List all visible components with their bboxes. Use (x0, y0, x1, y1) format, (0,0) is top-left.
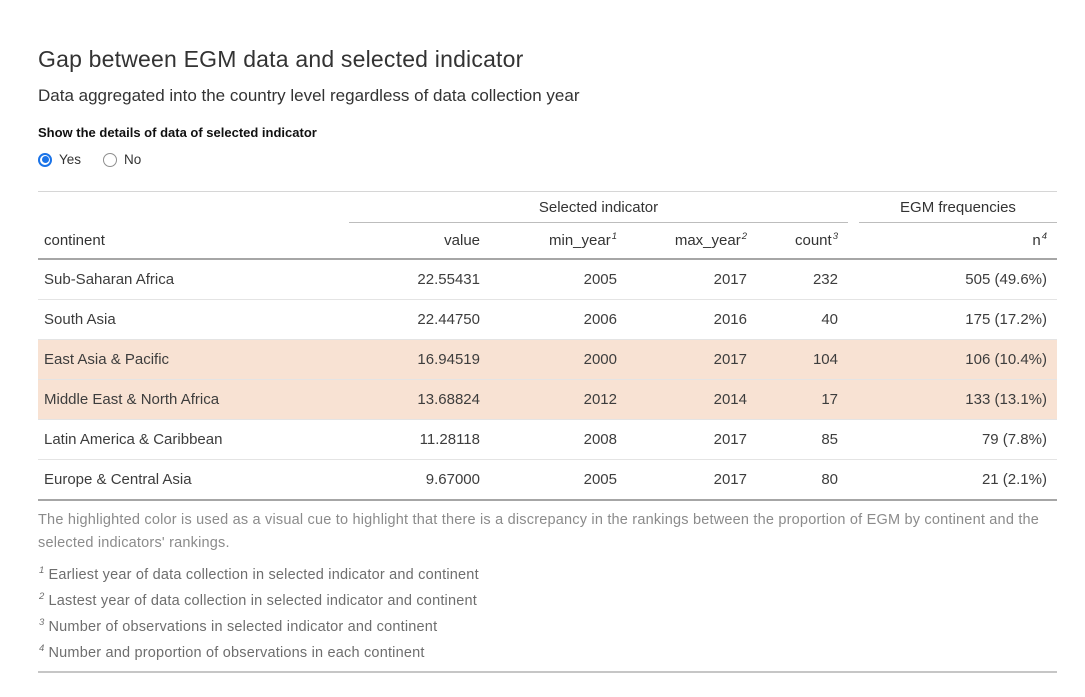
cell-value: 9.67000 (349, 459, 490, 501)
radio-button-no-icon[interactable] (103, 152, 118, 167)
footnote-mark-4: 4 (39, 643, 45, 655)
footnote-text: Number and proportion of observations in… (48, 644, 425, 661)
column-header-max-year: max_year2 (627, 223, 757, 260)
table-row: South Asia 22.44750 2006 2016 40 175 (17… (38, 299, 1057, 340)
spanner-egm-frequencies-label: EGM frequencies (859, 199, 1057, 223)
footnote: 4 Number and proportion of observations i… (38, 643, 1057, 661)
cell-value: 11.28118 (349, 419, 490, 460)
column-header-continent: continent (38, 223, 349, 260)
table-row: Latin America & Caribbean 11.28118 2008 … (38, 419, 1057, 460)
radio-group-label: Show the details of data of selected ind… (38, 125, 317, 140)
cell-max-year: 2017 (627, 459, 757, 501)
cell-min-year: 2000 (490, 339, 627, 380)
cell-continent: Europe & Central Asia (38, 459, 349, 501)
cell-n: 79 (7.8%) (848, 419, 1057, 460)
table-row: Europe & Central Asia 9.67000 2005 2017 … (38, 459, 1057, 501)
cell-max-year: 2017 (627, 259, 757, 300)
cell-value: 22.44750 (349, 299, 490, 340)
cell-value: 16.94519 (349, 339, 490, 380)
column-header-value: value (349, 223, 490, 260)
radio-option-no[interactable]: No (103, 152, 141, 167)
cell-continent: Middle East & North Africa (38, 379, 349, 420)
radio-option-no-label: No (124, 152, 142, 167)
footnote: 1 Earliest year of data collection in sel… (38, 565, 1057, 583)
footnote-text: Number of observations in selected indic… (48, 618, 438, 635)
page-title: Gap between EGM data and selected indica… (38, 46, 524, 72)
radio-option-yes-label: Yes (59, 152, 82, 167)
footnote-mark-3: 3 (39, 617, 45, 629)
column-header-n: n4 (848, 223, 1057, 260)
spanner-blank (38, 192, 349, 224)
table-bottom-border (38, 670, 1057, 673)
spanner-selected-indicator: Selected indicator (349, 192, 848, 223)
cell-value: 13.68824 (349, 379, 490, 420)
gap-table: Selected indicator EGM frequencies conti… (38, 191, 1057, 501)
table-footnotes: 1 Earliest year of data collection in sel… (38, 565, 1057, 661)
cell-min-year: 2005 (490, 459, 627, 501)
table-body: Sub-Saharan Africa 22.55431 2005 2017 23… (38, 259, 1057, 501)
cell-min-year: 2006 (490, 299, 627, 340)
footnote-text: Earliest year of data collection in sele… (48, 566, 479, 583)
cell-continent: Latin America & Caribbean (38, 419, 349, 460)
table-source-note: The highlighted color is used as a visua… (38, 512, 1040, 552)
footnote-mark-2: 2 (39, 591, 45, 603)
footnote-mark-2: 2 (741, 231, 747, 242)
column-header-count: count3 (757, 223, 848, 260)
footnote-mark-1: 1 (39, 565, 45, 577)
cell-count: 85 (757, 419, 848, 460)
cell-max-year: 2016 (627, 299, 757, 340)
spanner-selected-indicator-label: Selected indicator (349, 199, 848, 223)
footnote-mark-1: 1 (611, 231, 617, 242)
page-subtitle: Data aggregated into the country level r… (38, 86, 580, 105)
cell-count: 104 (757, 339, 848, 380)
radio-option-yes[interactable]: Yes (38, 152, 81, 167)
footnote-mark-3: 3 (832, 231, 838, 242)
cell-min-year: 2012 (490, 379, 627, 420)
cell-n: 505 (49.6%) (848, 259, 1057, 300)
cell-min-year: 2005 (490, 259, 627, 300)
page: Gap between EGM data and selected indica… (38, 0, 1057, 673)
cell-continent: South Asia (38, 299, 349, 340)
cell-continent: East Asia & Pacific (38, 339, 349, 380)
table-row: Sub-Saharan Africa 22.55431 2005 2017 23… (38, 259, 1057, 300)
cell-max-year: 2014 (627, 379, 757, 420)
cell-n: 175 (17.2%) (848, 299, 1057, 340)
cell-n: 133 (13.1%) (848, 379, 1057, 420)
cell-n: 106 (10.4%) (848, 339, 1057, 380)
footnote: 2 Lastest year of data collection in sele… (38, 591, 1057, 609)
cell-count: 80 (757, 459, 848, 501)
cell-min-year: 2008 (490, 419, 627, 460)
cell-count: 232 (757, 259, 848, 300)
footnote-mark-4: 4 (1041, 231, 1047, 242)
cell-max-year: 2017 (627, 339, 757, 380)
table-row-highlighted: Middle East & North Africa 13.68824 2012… (38, 379, 1057, 420)
cell-n: 21 (2.1%) (848, 459, 1057, 501)
show-details-radio-group: Yes No (38, 152, 1057, 167)
cell-count: 17 (757, 379, 848, 420)
footnote-text: Lastest year of data collection in selec… (48, 592, 478, 609)
cell-value: 22.55431 (349, 259, 490, 300)
cell-max-year: 2017 (627, 419, 757, 460)
table-row-highlighted: East Asia & Pacific 16.94519 2000 2017 1… (38, 339, 1057, 380)
footnote: 3 Number of observations in selected indi… (38, 617, 1057, 635)
spanner-row: Selected indicator EGM frequencies (38, 192, 1057, 224)
column-header-row: continent value min_year1 max_year2 coun… (38, 223, 1057, 260)
column-header-min-year: min_year1 (490, 223, 627, 260)
spanner-egm-frequencies: EGM frequencies (848, 192, 1057, 223)
radio-button-yes-icon[interactable] (38, 152, 52, 167)
cell-count: 40 (757, 299, 848, 340)
cell-continent: Sub-Saharan Africa (38, 259, 349, 300)
